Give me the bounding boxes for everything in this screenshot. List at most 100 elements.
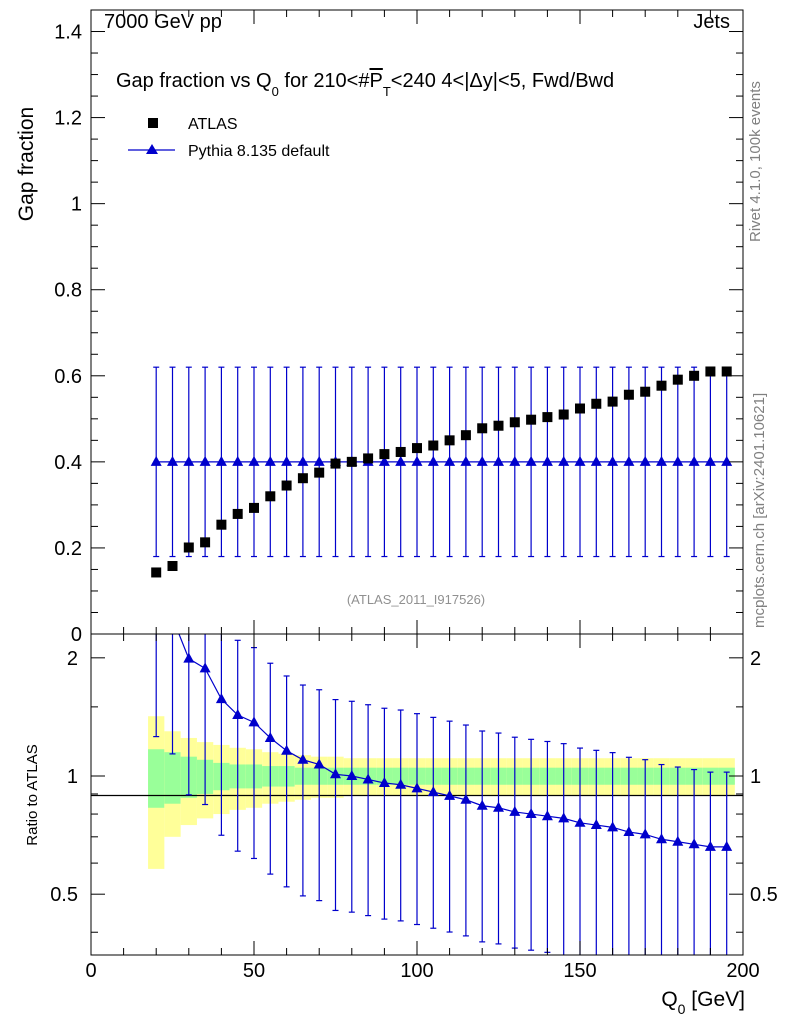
mc-point: [525, 455, 537, 466]
watermark: (ATLAS_2011_I917526): [347, 592, 485, 607]
ratio-y-tick-label: 0.5: [50, 884, 78, 906]
data-point: [542, 412, 553, 423]
data-point: [395, 446, 406, 457]
ratio-point: [297, 753, 309, 764]
mc-point: [493, 455, 504, 466]
mc-point: [411, 455, 423, 466]
ratio-point: [688, 838, 700, 849]
main-panel: 0 0.2 0.4 0.6 0.8 1 1.2 1.4 Gap fraction vs Q0 …: [54, 9, 744, 646]
mc-point: [232, 455, 244, 466]
ratio-series-line: [178, 634, 727, 848]
data-point: [265, 491, 276, 502]
mc-point: [297, 455, 309, 466]
header-left: 7000 GeV pp: [104, 11, 222, 33]
ratio-point: [281, 744, 293, 755]
data-point: [575, 403, 585, 414]
mc-point: [199, 455, 211, 466]
mc-point: [558, 455, 570, 466]
ratio-point: [232, 709, 244, 720]
data-point: [200, 537, 211, 548]
mc-point: [313, 455, 325, 466]
data-point: [412, 443, 422, 454]
ratio-point: [656, 833, 667, 844]
data-point: [232, 508, 243, 519]
ratio-point: [183, 652, 195, 663]
x-axis-label: Q0 [GeV]: [661, 988, 745, 1017]
data-point: [526, 414, 537, 425]
main-x-ticks: [90, 10, 744, 634]
chart-title: Gap fraction vs Q0 for 210<#PT<240 4<|Δy…: [116, 70, 614, 99]
data-point: [216, 519, 227, 530]
data-point: [151, 567, 162, 578]
ratio-point: [427, 786, 439, 797]
mc-point: [623, 455, 635, 466]
data-point: [509, 417, 520, 428]
data-point: [363, 453, 374, 464]
ratio-point: [493, 801, 504, 812]
mc-point: [639, 455, 651, 466]
ratio-y-ticks: 0.5 0.5 1 1 2 2: [50, 648, 778, 933]
data-point: [428, 440, 439, 451]
mc-point: [656, 455, 667, 466]
mc-point: [541, 455, 553, 466]
mc-point: [721, 455, 733, 466]
data-point: [607, 396, 618, 407]
ratio-point: [607, 821, 619, 832]
mc-point: [476, 455, 488, 466]
ratio-point: [444, 789, 456, 800]
ratio-bands: [148, 716, 735, 869]
data-point: [558, 409, 569, 420]
ratio-point: [509, 805, 521, 816]
ratio-point: [623, 826, 635, 837]
data-point: [183, 542, 194, 553]
y-tick-label: 0.4: [54, 452, 82, 474]
ratio-point: [395, 778, 407, 789]
y-axis-label-main: Gap fraction: [15, 107, 38, 221]
mc-point: [281, 455, 293, 466]
ratio-y-tick-label-right: 0.5: [750, 884, 778, 906]
data-point: [672, 374, 683, 385]
y-tick-label: 0: [71, 624, 82, 646]
mc-point: [509, 455, 521, 466]
ratio-mc-line: [178, 634, 727, 848]
y-tick-label: 0.6: [54, 366, 82, 388]
y-tick-label: 0.8: [54, 280, 82, 302]
ratio-point: [541, 810, 553, 821]
legend-atlas-marker: [148, 118, 158, 128]
ratio-point: [378, 776, 390, 787]
x-tick-label: 100: [400, 960, 433, 982]
y-tick-label: 0.2: [54, 538, 82, 560]
mc-point: [248, 455, 260, 466]
data-point: [493, 420, 504, 431]
ratio-point: [264, 731, 276, 742]
ratio-point: [476, 799, 488, 810]
mcplots-label: mcplots.cern.ch [arXiv:2401.10621]: [751, 393, 768, 628]
legend: ATLAS Pythia 8.135 default: [128, 116, 330, 160]
data-point: [314, 467, 325, 478]
mc-point: [607, 455, 619, 466]
ratio-point: [639, 828, 651, 839]
x-tick-label: 150: [563, 960, 596, 982]
data-point: [249, 502, 259, 513]
data-point: [167, 561, 178, 572]
legend-atlas-label: ATLAS: [188, 116, 238, 133]
y-tick-label: 1.4: [54, 22, 82, 44]
mc-point: [704, 455, 716, 466]
mc-point: [264, 455, 276, 466]
x-tick-label: 0: [85, 960, 96, 982]
ratio-point: [672, 835, 684, 846]
ratio-error-bars: [153, 634, 730, 955]
data-point: [379, 449, 390, 460]
data-point: [281, 480, 292, 491]
y-axis-label-ratio: Ratio to ATLAS: [24, 744, 41, 845]
ratio-y-tick-label: 1: [67, 766, 78, 788]
ratio-point: [574, 816, 586, 827]
data-point: [460, 430, 471, 441]
ratio-markers: [183, 652, 733, 851]
ratio-point: [346, 770, 358, 781]
data-point: [721, 366, 732, 377]
mc-point: [427, 455, 439, 466]
ratio-x-ticks: 0 50 100 150 200: [85, 634, 760, 982]
data-point: [297, 473, 308, 484]
data-point: [705, 366, 716, 377]
